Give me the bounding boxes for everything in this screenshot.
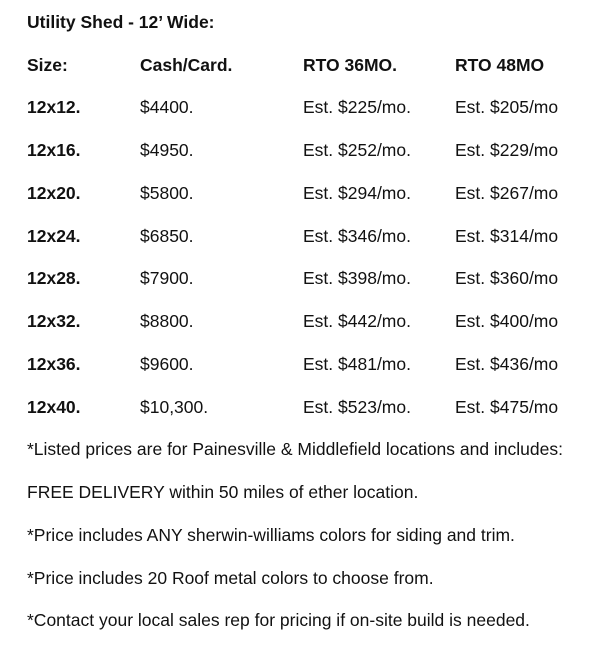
table-row: 12x36. $9600. Est. $481/mo. Est. $436/mo — [27, 343, 600, 386]
table-header-row: Size: Cash/Card. RTO 36MO. RTO 48MO — [27, 44, 600, 87]
size-cell: 12x20. — [27, 182, 81, 203]
rto-36-cell: Est. $442/mo. — [303, 311, 411, 332]
table-row: 12x20. $5800. Est. $294/mo. Est. $267/mo — [27, 172, 600, 215]
table-row: 12x24. $6850. Est. $346/mo. Est. $314/mo — [27, 215, 600, 258]
size-cell: 12x40. — [27, 396, 81, 417]
note-line: *Price includes ANY sherwin-williams col… — [27, 524, 515, 545]
rto-36-cell: Est. $252/mo. — [303, 140, 411, 161]
header-rto-48: RTO 48MO — [455, 54, 545, 75]
rto-36-cell: Est. $294/mo. — [303, 182, 411, 203]
rto-36-cell: Est. $481/mo. — [303, 353, 411, 374]
note-line: *Contact your local sales rep for pricin… — [27, 610, 530, 631]
page-title: Utility Shed - 12’ Wide: — [27, 11, 215, 32]
header-cash-card: Cash/Card. — [140, 54, 233, 75]
rto-36-cell: Est. $523/mo. — [303, 396, 411, 417]
table-row: 12x40. $10,300. Est. $523/mo. Est. $475/mo — [27, 386, 600, 429]
notes: *Listed prices are for Painesville & Mid… — [27, 429, 600, 643]
size-cell: 12x16. — [27, 140, 81, 161]
cash-card-cell: $10,300. — [140, 396, 209, 417]
cash-card-cell: $4950. — [140, 140, 194, 161]
cash-card-cell: $5800. — [140, 182, 194, 203]
note-line: *Price includes 20 Roof metal colors to … — [27, 567, 434, 588]
rto-48-cell: Est. $436/mo — [455, 353, 559, 374]
size-cell: 12x28. — [27, 268, 81, 289]
rto-48-cell: Est. $360/mo — [455, 268, 559, 289]
rto-36-cell: Est. $225/mo. — [303, 97, 411, 118]
rto-48-cell: Est. $475/mo — [455, 396, 559, 417]
size-cell: 12x32. — [27, 311, 81, 332]
table-row: 12x12. $4400. Est. $225/mo. Est. $205/mo — [27, 87, 600, 130]
cash-card-cell: $8800. — [140, 311, 194, 332]
price-table: Size: Cash/Card. RTO 36MO. RTO 48MO 12x1… — [27, 44, 600, 429]
cash-card-cell: $6850. — [140, 225, 194, 246]
rto-48-cell: Est. $314/mo — [455, 225, 559, 246]
table-row: 12x28. $7900. Est. $398/mo. Est. $360/mo — [27, 258, 600, 301]
price-sheet: Utility Shed - 12’ Wide: Size: Cash/Card… — [27, 11, 600, 643]
size-cell: 12x24. — [27, 225, 81, 246]
header-size: Size: — [27, 54, 68, 75]
size-cell: 12x12. — [27, 97, 81, 118]
rto-48-cell: Est. $267/mo — [455, 182, 559, 203]
rto-48-cell: Est. $229/mo — [455, 140, 559, 161]
size-cell: 12x36. — [27, 353, 81, 374]
cash-card-cell: $4400. — [140, 97, 194, 118]
table-row: 12x16. $4950. Est. $252/mo. Est. $229/mo — [27, 129, 600, 172]
header-rto-36: RTO 36MO. — [303, 54, 398, 75]
table-row: 12x32. $8800. Est. $442/mo. Est. $400/mo — [27, 300, 600, 343]
note-line: *Listed prices are for Painesville & Mid… — [27, 439, 563, 460]
table-body: 12x12. $4400. Est. $225/mo. Est. $205/mo 12x… — [27, 87, 600, 429]
rto-36-cell: Est. $398/mo. — [303, 268, 411, 289]
note-line: FREE DELIVERY within 50 miles of ether l… — [27, 482, 419, 503]
cash-card-cell: $7900. — [140, 268, 194, 289]
rto-48-cell: Est. $205/mo — [455, 97, 559, 118]
cash-card-cell: $9600. — [140, 353, 194, 374]
rto-36-cell: Est. $346/mo. — [303, 225, 411, 246]
rto-48-cell: Est. $400/mo — [455, 311, 559, 332]
